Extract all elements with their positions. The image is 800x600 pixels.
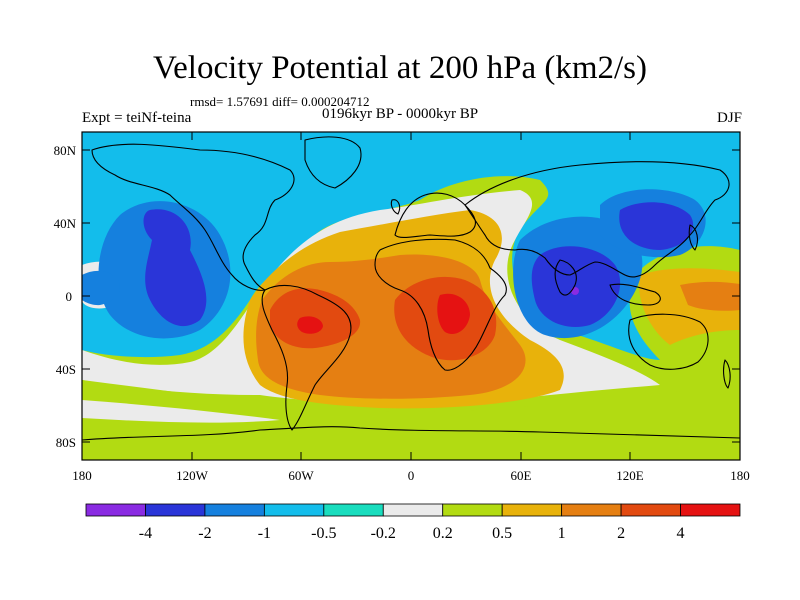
lat-label-0: 0 [66, 289, 73, 304]
colorbar-label: -0.5 [311, 525, 336, 542]
lon-label-120e: 120E [616, 468, 644, 483]
lon-label-180e: 180 [730, 468, 750, 483]
colorbar-label: -1 [258, 525, 271, 542]
lat-label-80n: 80N [54, 143, 77, 158]
colorbar-swatch [501, 503, 563, 517]
coast-africa [374, 238, 507, 371]
colorbar-swatch [620, 503, 681, 517]
lon-axis: 180 120W 60W 0 60E 120E 180 [72, 132, 750, 483]
colorbar-label: 4 [677, 525, 685, 542]
field-indian-negative-strong [531, 246, 621, 328]
map-field [82, 132, 740, 460]
lat-axis: 80N 40N 0 40S 80S [54, 143, 740, 450]
colorbar-label: -0.2 [371, 525, 396, 542]
lon-label-60w: 60W [288, 468, 314, 483]
experiment-label: Expt = teiNf-teina [82, 110, 192, 126]
colorbar-label: -4 [139, 525, 152, 542]
coast-british-isles [390, 199, 401, 215]
season-label: DJF [716, 110, 742, 126]
field-pacific-negative-west [82, 270, 120, 306]
field-asia-negative-strong [619, 202, 694, 250]
lat-label-40s: 40S [56, 362, 76, 377]
stats-label: rmsd= 1.57691 diff= 0.000204712 [190, 94, 370, 109]
colorbar-swatch [561, 503, 622, 517]
coastlines [82, 136, 740, 441]
colorbar-label: 0.2 [433, 525, 453, 542]
field-positive-peak-sa [297, 316, 323, 334]
colorbar-swatch [85, 503, 146, 517]
field-wpac-positive-mid [680, 281, 740, 311]
coast-australia [628, 313, 709, 370]
colorbar-swatch [382, 503, 444, 517]
colorbar-swatch [145, 503, 206, 517]
colorbar-label: 2 [617, 525, 625, 542]
coast-north-america [91, 143, 295, 291]
coast-antarctica [82, 426, 740, 441]
lat-label-40n: 40N [54, 216, 77, 231]
field-indian-min [571, 287, 579, 295]
colorbar: -4 -2 -1 -0.5 -0.2 0.2 0.5 1 2 4 [85, 503, 741, 542]
lon-label-120w: 120W [176, 468, 209, 483]
colorbar-swatch [680, 503, 741, 517]
field-positive-peak [437, 293, 470, 335]
colorbar-swatch [442, 503, 503, 517]
coast-indonesia [609, 283, 661, 306]
lon-label-60e: 60E [511, 468, 532, 483]
lon-label-0: 0 [408, 468, 415, 483]
period-label: 0196kyr BP - 0000kyr BP [322, 106, 479, 122]
coast-greenland [304, 136, 362, 189]
map-title: Velocity Potential at 200 hPa (km2/s) [152, 50, 648, 86]
lon-label-180w: 180 [72, 468, 92, 483]
field-southern-ocean-white [82, 400, 280, 423]
colorbar-swatch [263, 503, 325, 517]
coast-new-zealand [723, 359, 731, 389]
coast-japan [688, 224, 699, 251]
colorbar-label: 0.5 [492, 525, 512, 542]
colorbar-label: 1 [558, 525, 566, 542]
lat-label-80s: 80S [56, 435, 76, 450]
colorbar-swatch [323, 503, 384, 517]
coast-india [554, 259, 577, 296]
field-pacific-negative-strong [143, 209, 207, 327]
colorbar-label: -2 [198, 525, 211, 542]
coast-south-america [261, 284, 352, 431]
coast-asia [464, 161, 730, 278]
colorbar-swatch [204, 503, 265, 517]
field-south-band [82, 380, 740, 460]
